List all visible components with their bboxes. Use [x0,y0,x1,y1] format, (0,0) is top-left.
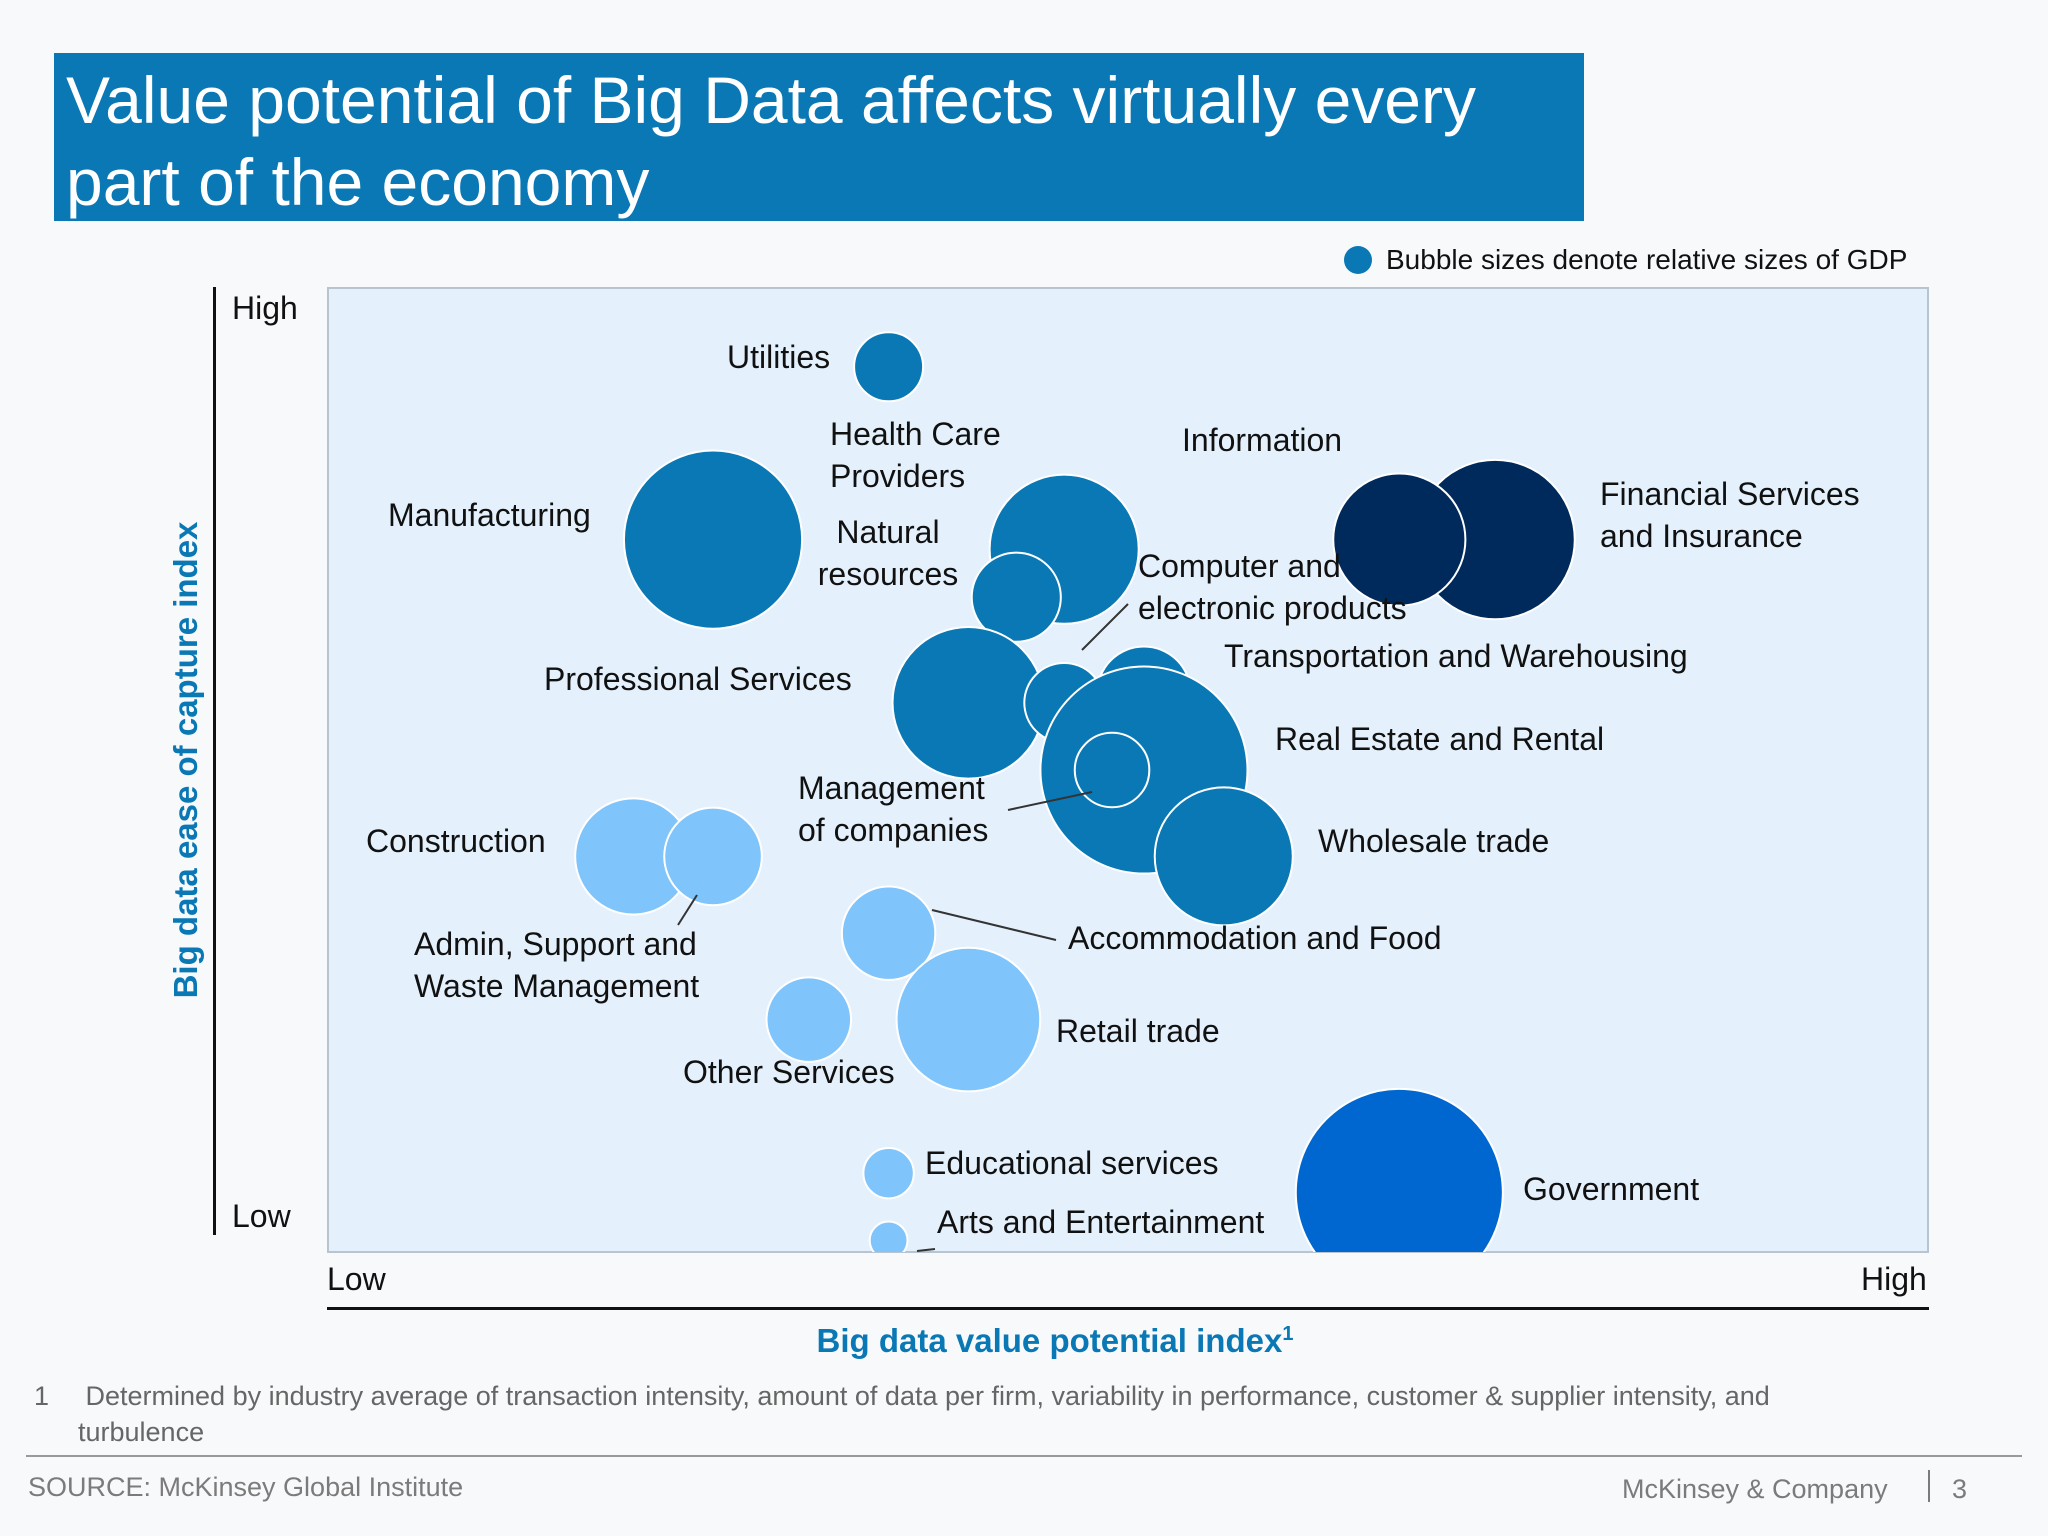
x-axis-line [327,1307,1929,1310]
bubble-label-management-of-companies-line2: of companies [798,812,988,848]
bubble-label-government: Government [1523,1171,1699,1207]
x-axis-label-footnote-mark: 1 [1282,1323,1294,1345]
bubble-arts-and-entertainment [868,1220,909,1252]
page-number: 3 [1952,1474,1968,1504]
bubble-government [1294,1087,1504,1252]
bubble-label-admin-support-and-waste-management-line1: Admin, Support and [414,926,697,962]
bubble-label-natural-resources-line2: resources [818,556,959,592]
leader-line-accommodation-and-food [931,909,1057,941]
y-axis-label: Big data ease of capture index [167,521,204,999]
bubble-label-computer-and-electronic-products-line1: Computer and [1138,548,1341,584]
x-axis-label: Big data value potential index1 [817,1322,1294,1360]
x-tick-low: Low [327,1261,386,1297]
bubble-label-manufacturing: Manufacturing [388,497,591,533]
y-tick-low: Low [232,1198,291,1234]
bubble-label-management-of-companies-line1: Management [798,770,985,806]
bubble-label-educational-services: Educational services [925,1145,1218,1181]
y-tick-high: High [232,290,298,326]
bubble-label-health-care-providers-line2: Providers [830,458,965,494]
bubble-label-other-services: Other Services [683,1054,895,1090]
bubble-label-retail-trade: Retail trade [1056,1013,1220,1049]
bubble-admin-support-and-waste-management [663,806,763,907]
leader-line-admin-support-and-waste-management [677,894,698,926]
bubble-information [1332,472,1467,607]
source-note: SOURCE: McKinsey Global Institute [28,1472,464,1502]
leader-line-computer-and-electronic-products [1081,603,1129,651]
bubble-label-computer-and-electronic-products-line2: electronic products [1138,590,1407,626]
bubble-other-services [765,976,853,1063]
bubble-professional-services [891,625,1046,780]
bubble-size-legend: Bubble sizes denote relative sizes of GD… [1344,240,1907,280]
bubble-utilities [853,331,925,403]
x-tick-high: High [1861,1261,1927,1297]
footer-separator [1928,1470,1930,1502]
footnote-text: Determined by industry average of transa… [78,1381,1770,1447]
x-axis-label-text: Big data value potential index [816,1322,1283,1359]
slide-title: Value potential of Big Data affects virt… [66,63,1476,219]
bubble-label-utilities: Utilities [727,339,830,375]
footnote-number: 1 [34,1381,50,1411]
bubble-label-arts-and-entertainment: Arts and Entertainment [937,1204,1264,1240]
bubble-wholesale-trade [1153,786,1294,927]
brand-name: McKinsey & Company [1622,1474,1888,1504]
bubble-label-natural-resources-line1: Natural [836,514,939,550]
leader-line-management-of-companies [1007,791,1093,811]
footnote-line: 1 Determined by industry average of tran… [34,1378,1776,1450]
bubble-label-construction: Construction [366,823,546,859]
bubble-label-real-estate-and-rental: Real Estate and Rental [1275,721,1604,757]
bubble-label-professional-services: Professional Services [544,661,852,697]
bubble-accommodation-and-food [840,885,937,981]
bubble-manufacturing [622,449,804,630]
title-banner: Value potential of Big Data affects virt… [54,53,1584,221]
bubble-educational-services [862,1147,915,1200]
bubble-label-admin-support-and-waste-management-line2: Waste Management [414,968,699,1004]
bubble-retail-trade [895,946,1042,1093]
footer-divider [26,1455,2022,1457]
bubble-management-of-companies [1073,731,1151,809]
bubble-label-wholesale-trade: Wholesale trade [1318,823,1549,859]
footnote: 1 Determined by industry average of tran… [34,1378,1776,1450]
y-axis-line [213,287,216,1235]
bubble-label-health-care-providers-line1: Health Care [830,416,1001,452]
leader-line-arts-and-entertainment [916,1248,936,1252]
bubble-label-accommodation-and-food: Accommodation and Food [1068,920,1442,956]
bubble-label-financial-services-and-insurance-line1: Financial Services [1600,476,1860,512]
bubble-label-financial-services-and-insurance-line2: and Insurance [1600,518,1803,554]
bubble-label-transportation-and-warehousing: Transportation and Warehousing [1224,638,1688,674]
legend-bubble-icon [1344,246,1372,274]
legend-note-text: Bubble sizes denote relative sizes of GD… [1386,244,1908,275]
bubble-label-information: Information [1182,422,1342,458]
bubble-natural-resources [970,551,1062,643]
